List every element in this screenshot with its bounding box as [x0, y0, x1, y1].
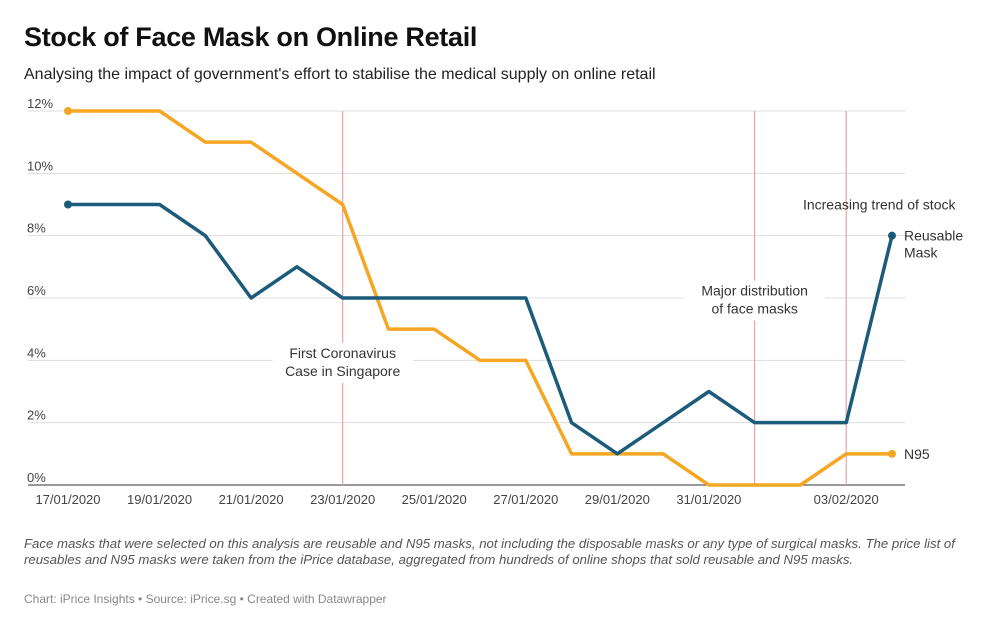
series-end-dot: [888, 449, 896, 458]
x-tick-label: 29/01/2020: [585, 492, 650, 507]
series-end-label: Reusable: [904, 228, 963, 244]
annotation-backdrop: [684, 280, 825, 321]
y-tick-label: 10%: [27, 158, 53, 173]
x-tick-label: 17/01/2020: [35, 492, 100, 507]
series-line: [66, 202, 894, 456]
x-tick-label: 19/01/2020: [127, 492, 192, 507]
annotation-label: Major distribution: [701, 283, 808, 299]
annotation-label: Increasing trend of stock: [803, 197, 957, 213]
y-tick-label: 8%: [27, 221, 46, 236]
series-start-dot: [64, 107, 72, 115]
series-line: [66, 109, 894, 487]
line-chart: 0% 2% 4% 6% 8% 10% 12% 17/01/2020 19/01/2020 21/0…: [27, 96, 963, 507]
chart-title: Stock of Face Mask on Online Retail: [24, 22, 478, 52]
y-tick-label: 6%: [27, 283, 46, 298]
annotation-backdrop: [272, 342, 413, 383]
x-tick-label: 31/01/2020: [676, 492, 741, 507]
series-end-dot: [888, 231, 896, 240]
y-tick-label: 2%: [27, 408, 46, 423]
y-tick-label: 0%: [27, 470, 46, 485]
x-tick-label: 25/01/2020: [402, 492, 467, 507]
x-tick-label: 03/02/2020: [814, 492, 879, 507]
series-end-label: N95: [904, 446, 930, 462]
series-end-label: Mask: [904, 245, 938, 261]
x-tick-label: 27/01/2020: [493, 492, 558, 507]
chart-subtitle: Analysing the impact of government's eff…: [24, 66, 656, 83]
footnote: Face masks that were selected on this an…: [24, 536, 955, 567]
y-tick-label: 4%: [27, 345, 46, 360]
annotation-label: First Coronavirus: [289, 345, 396, 361]
x-tick-label: 23/01/2020: [310, 492, 375, 507]
y-tick-label: 12%: [27, 96, 53, 111]
x-tick-label: 21/01/2020: [219, 492, 284, 507]
series-start-dot: [64, 200, 72, 209]
annotation-label: Case in Singapore: [285, 363, 400, 379]
annotation-label: of face masks: [711, 301, 797, 317]
credit-line: Chart: iPrice Insights • Source: iPrice.…: [24, 592, 387, 606]
